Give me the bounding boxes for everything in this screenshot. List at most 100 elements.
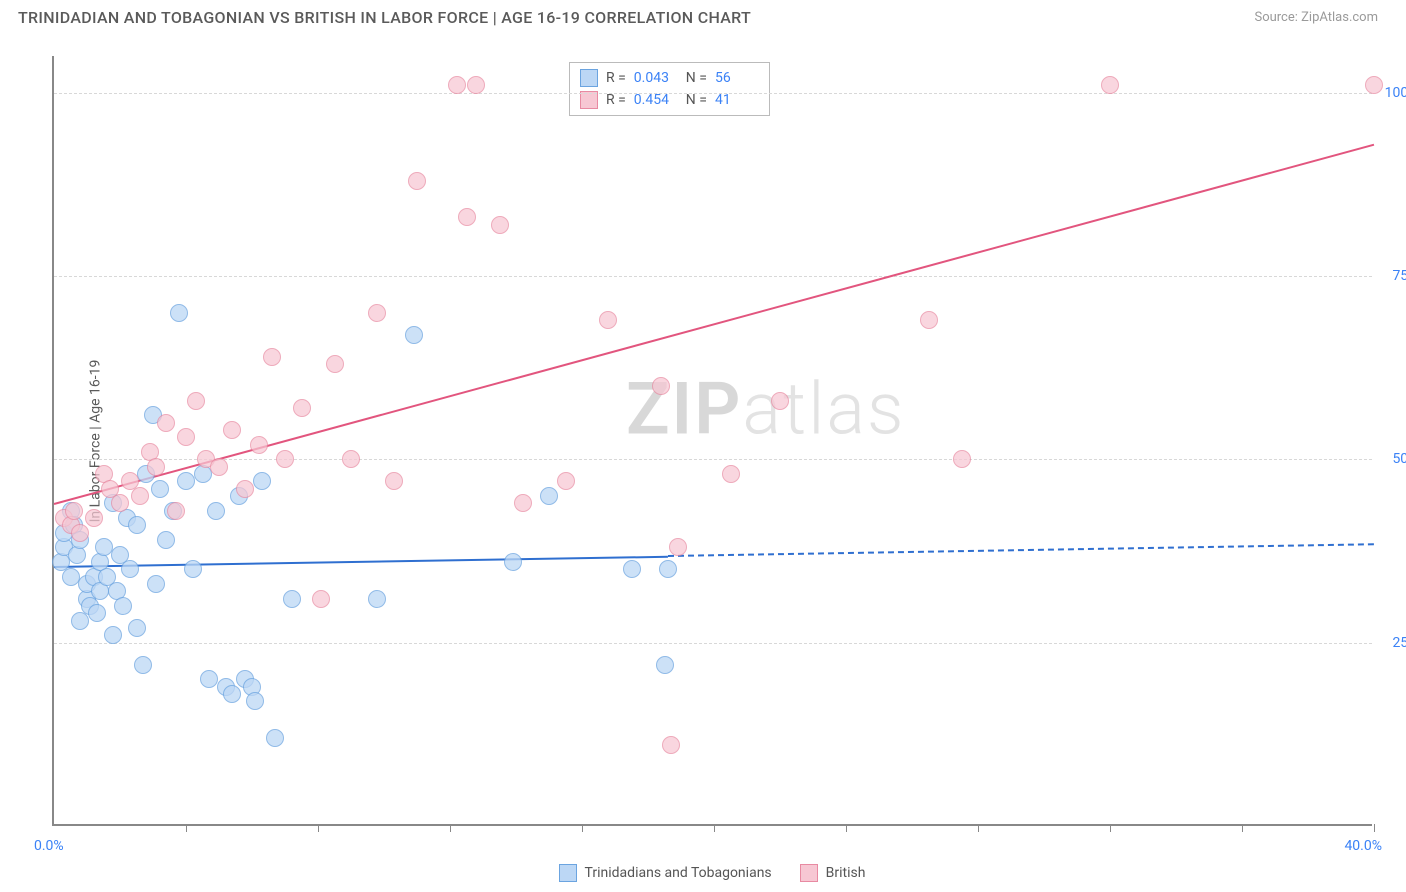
data-point xyxy=(147,575,165,593)
data-point xyxy=(200,670,218,688)
data-point xyxy=(669,538,687,556)
y-tick-label: 25.0% xyxy=(1392,635,1406,651)
data-point xyxy=(652,377,670,395)
data-point xyxy=(953,450,971,468)
data-point xyxy=(342,450,360,468)
data-point xyxy=(1101,76,1119,94)
data-point xyxy=(128,516,146,534)
data-point xyxy=(491,216,509,234)
data-point xyxy=(157,531,175,549)
data-point xyxy=(131,487,149,505)
data-point xyxy=(210,458,228,476)
data-point xyxy=(250,436,268,454)
data-point xyxy=(514,494,532,512)
data-point xyxy=(114,597,132,615)
x-axis-max-label: 40.0% xyxy=(1344,838,1382,854)
data-point xyxy=(151,480,169,498)
data-point xyxy=(293,399,311,417)
legend-item: British xyxy=(800,864,866,882)
y-tick-label: 100.0% xyxy=(1385,85,1406,101)
x-tick xyxy=(186,824,187,832)
data-point xyxy=(504,553,522,571)
data-point xyxy=(1365,76,1383,94)
y-tick-label: 75.0% xyxy=(1392,268,1406,284)
data-point xyxy=(71,524,89,542)
data-point xyxy=(111,494,129,512)
x-tick xyxy=(846,824,847,832)
data-point xyxy=(134,656,152,674)
x-tick xyxy=(582,824,583,832)
x-tick xyxy=(1110,824,1111,832)
data-point xyxy=(448,76,466,94)
data-point xyxy=(62,568,80,586)
data-point xyxy=(771,392,789,410)
data-point xyxy=(167,502,185,520)
x-tick xyxy=(450,824,451,832)
data-point xyxy=(266,729,284,747)
series-swatch xyxy=(580,91,598,109)
data-point xyxy=(385,472,403,490)
source-attribution: Source: ZipAtlas.com xyxy=(1254,10,1378,25)
data-point xyxy=(368,304,386,322)
regression-line xyxy=(54,555,668,567)
gridline xyxy=(54,276,1372,277)
stat-n-label: N = xyxy=(686,70,707,86)
legend: Trinidadians and TobagoniansBritish xyxy=(52,864,1372,882)
data-point xyxy=(187,392,205,410)
data-point xyxy=(207,502,225,520)
x-tick xyxy=(714,824,715,832)
scatter-plot: ZIPatlas R =0.043N =56R =0.454N =41 25.0… xyxy=(52,56,1372,826)
data-point xyxy=(246,692,264,710)
x-tick xyxy=(318,824,319,832)
data-point xyxy=(95,538,113,556)
data-point xyxy=(405,326,423,344)
data-point xyxy=(408,172,426,190)
data-point xyxy=(623,560,641,578)
data-point xyxy=(104,626,122,644)
stat-r-value: 0.454 xyxy=(634,92,678,108)
x-axis-min-label: 0.0% xyxy=(34,838,64,854)
data-point xyxy=(88,604,106,622)
data-point xyxy=(223,685,241,703)
series-swatch xyxy=(800,864,818,882)
data-point xyxy=(121,560,139,578)
data-point xyxy=(722,465,740,483)
data-point xyxy=(662,736,680,754)
series-swatch xyxy=(580,69,598,87)
stat-n-value: 41 xyxy=(715,92,759,108)
x-tick xyxy=(978,824,979,832)
data-point xyxy=(170,304,188,322)
data-point xyxy=(659,560,677,578)
stat-n-label: N = xyxy=(686,92,707,108)
data-point xyxy=(326,355,344,373)
data-point xyxy=(312,590,330,608)
data-point xyxy=(467,76,485,94)
stat-r-label: R = xyxy=(606,92,626,108)
data-point xyxy=(599,311,617,329)
data-point xyxy=(276,450,294,468)
data-point xyxy=(458,208,476,226)
gridline xyxy=(54,459,1372,460)
data-point xyxy=(540,487,558,505)
data-point xyxy=(263,348,281,366)
data-point xyxy=(184,560,202,578)
data-point xyxy=(177,472,195,490)
data-point xyxy=(157,414,175,432)
data-point xyxy=(65,502,83,520)
data-point xyxy=(128,619,146,637)
data-point xyxy=(236,480,254,498)
data-point xyxy=(920,311,938,329)
stats-row: R =0.043N =56 xyxy=(580,67,759,89)
series-swatch xyxy=(559,864,577,882)
chart-area: In Labor Force | Age 16-19 ZIPatlas R =0… xyxy=(52,56,1372,826)
chart-title: TRINIDADIAN AND TOBAGONIAN VS BRITISH IN… xyxy=(18,8,751,27)
gridline xyxy=(54,643,1372,644)
data-point xyxy=(147,458,165,476)
stat-r-label: R = xyxy=(606,70,626,86)
data-point xyxy=(223,421,241,439)
data-point xyxy=(656,656,674,674)
data-point xyxy=(253,472,271,490)
data-point xyxy=(557,472,575,490)
y-tick-label: 50.0% xyxy=(1392,451,1406,467)
data-point xyxy=(283,590,301,608)
